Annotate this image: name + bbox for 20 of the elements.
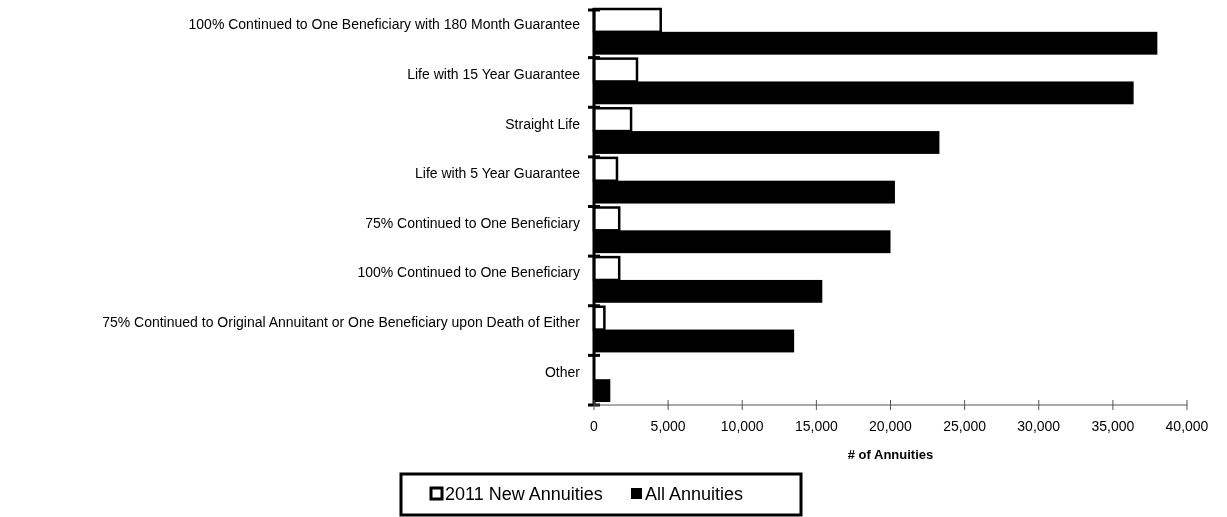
y-tick-label: Life with 15 Year Guarantee: [407, 65, 581, 82]
y-tick-label: 100% Continued to One Beneficiary: [357, 264, 580, 281]
x-tick-label: 40,000: [1165, 418, 1209, 434]
x-tick-label: 5,000: [650, 418, 686, 434]
x-tick-label: 0: [590, 418, 599, 434]
x-tick-label: 10,000: [720, 418, 764, 434]
x-tick-label: 25,000: [943, 418, 987, 434]
legend-label: All Annuities: [645, 484, 744, 505]
legend-label: 2011 New Annuities: [445, 484, 603, 505]
y-tick-label: Straight Life: [505, 115, 581, 132]
x-axis-title: # of Annuities: [847, 447, 934, 462]
y-tick-label: Other: [544, 363, 581, 380]
y-tick-label: Life with 5 Year Guarantee: [414, 165, 581, 182]
y-tick-label: 100% Continued to One Beneficiary with 180 Month Guarantee: [188, 16, 581, 33]
y-tick-label: 75% Continued to Original Annuitant or One Beneficiary upon Death of Either: [102, 314, 581, 331]
x-tick-label: 30,000: [1017, 418, 1061, 434]
y-tick-label: 75% Continued to One Beneficiary: [365, 214, 580, 231]
x-tick-label: 15,000: [794, 418, 838, 434]
x-tick-label: 20,000: [869, 418, 913, 434]
x-tick-label: 35,000: [1091, 418, 1135, 434]
